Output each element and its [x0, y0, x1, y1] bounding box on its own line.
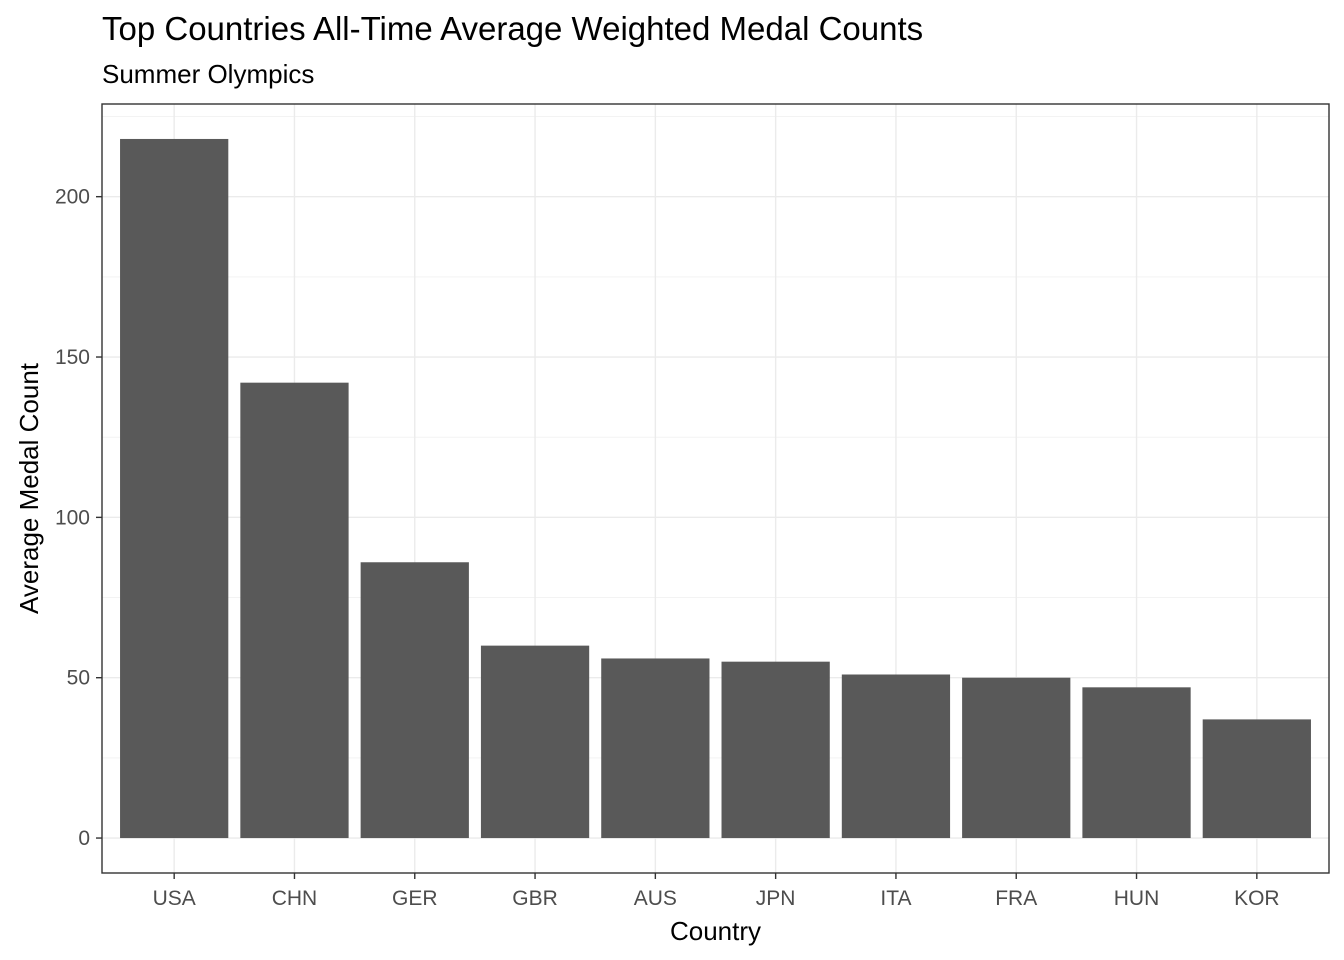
y-tick-label: 200 — [55, 186, 90, 209]
axes: 0 50 100 150 200 USA CHN GER GBR AUS JPN ITA FRA HUN K… — [55, 186, 1280, 910]
y-axis-title: Average Medal Count — [14, 362, 44, 614]
bar-usa — [120, 138, 229, 839]
x-tick-label: GER — [392, 887, 438, 910]
bars — [120, 138, 1311, 839]
bar-jpn — [721, 661, 830, 839]
bar-chn — [240, 382, 349, 839]
x-tick-label: USA — [153, 887, 196, 910]
x-axis-title: Country — [670, 916, 761, 946]
panel-border — [101, 103, 1330, 874]
y-tick-label: 150 — [55, 346, 90, 369]
x-tick-label: JPN — [756, 887, 796, 910]
x-tick-label: HUN — [1114, 887, 1160, 910]
x-tick-label: AUS — [634, 887, 677, 910]
bar-ita — [841, 674, 951, 839]
chart-subtitle: Summer Olympics — [102, 59, 315, 89]
y-tick-label: 0 — [78, 827, 90, 850]
bar-gbr — [480, 645, 590, 839]
x-tick-label: ITA — [880, 887, 911, 910]
x-tick-label: GBR — [512, 887, 558, 910]
x-tick-label: FRA — [995, 887, 1037, 910]
y-tick-label: 100 — [55, 506, 90, 529]
bar-fra — [962, 677, 1071, 839]
x-tick-label: KOR — [1234, 887, 1280, 910]
bar-ger — [360, 562, 469, 839]
y-tick-label: 50 — [67, 667, 90, 690]
x-tick-label: CHN — [272, 887, 318, 910]
chart-title: Top Countries All-Time Average Weighted … — [102, 10, 924, 47]
bar-kor — [1202, 719, 1311, 839]
bar-aus — [601, 658, 710, 839]
bar-hun — [1082, 687, 1191, 839]
